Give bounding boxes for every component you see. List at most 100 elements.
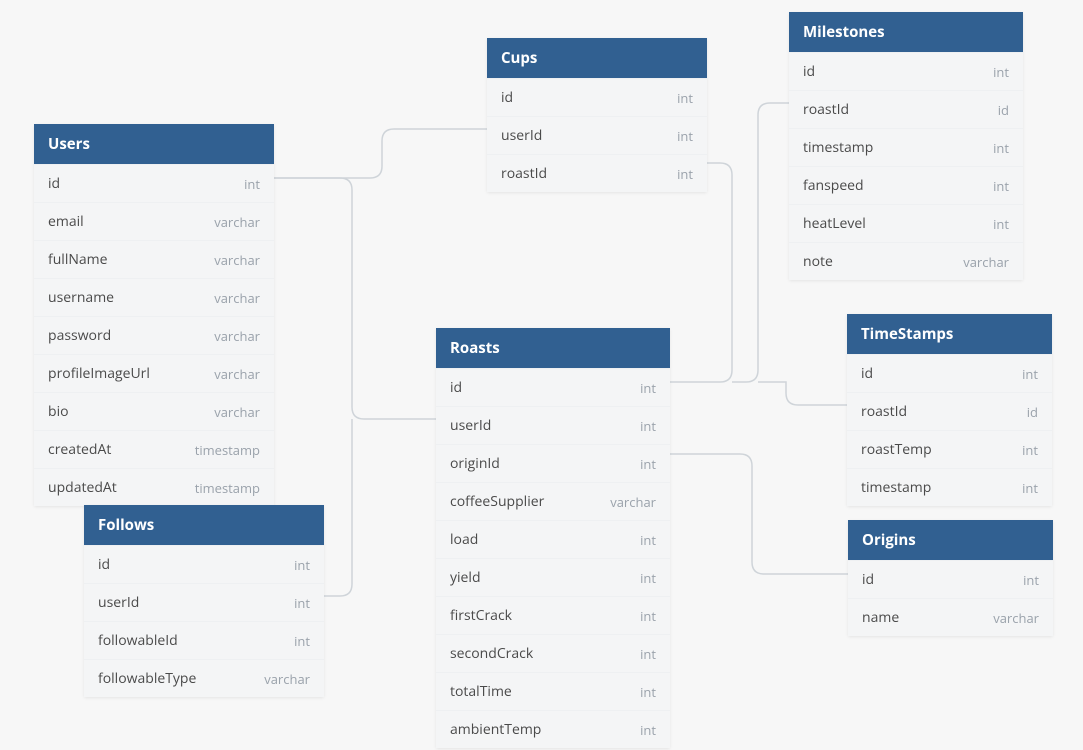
column-name: email (48, 212, 84, 231)
table-row[interactable]: idint (848, 560, 1053, 598)
edge (670, 163, 732, 382)
table-users[interactable]: UsersidintemailvarcharfullNamevarcharuse… (34, 124, 274, 506)
column-name: id (48, 174, 60, 193)
table-header[interactable]: Origins (848, 520, 1053, 560)
table-follows[interactable]: Followsidint userId int followableIdintfoll… (84, 505, 324, 697)
column-type: int (1022, 441, 1038, 459)
column-type: int (677, 89, 693, 107)
column-name: username (48, 288, 114, 307)
column-type: int (993, 177, 1009, 195)
table-row[interactable]: followableTypevarchar (84, 659, 324, 697)
table-row[interactable]: ambientTempint (436, 710, 670, 748)
table-row[interactable]: password varchar (34, 316, 274, 354)
table-row[interactable]: roastIdid (789, 90, 1023, 128)
table-row[interactable]: load int (436, 520, 670, 558)
column-type: varchar (610, 493, 656, 511)
table-row[interactable]: usernamevarchar (34, 278, 274, 316)
table-timestamps[interactable]: TimeStampsidintroastIdid roastTemp int time… (847, 314, 1052, 506)
column-type: varchar (214, 327, 260, 345)
table-row[interactable]: originIdint (436, 444, 670, 482)
table-row[interactable]: roastIdint (487, 154, 707, 192)
table-header[interactable]: Cups (487, 38, 707, 78)
column-name: load (450, 530, 478, 549)
table-header[interactable]: TimeStamps (847, 314, 1052, 354)
table-row[interactable]: timestampint (789, 128, 1023, 166)
table-row[interactable]: emailvarchar (34, 202, 274, 240)
table-row[interactable]: biovarchar (34, 392, 274, 430)
table-row[interactable]: createdAt timestamp (34, 430, 274, 468)
table-row[interactable]: roastIdid (847, 392, 1052, 430)
column-type: int (677, 127, 693, 145)
table-row[interactable]: roastTemp int (847, 430, 1052, 468)
column-type: int (640, 531, 656, 549)
column-name: fullName (48, 250, 108, 269)
table-row[interactable]: idint (789, 52, 1023, 90)
column-name: roastTemp (861, 440, 932, 459)
column-type: int (294, 556, 310, 574)
table-row[interactable]: timestampint (847, 468, 1052, 506)
column-type: varchar (214, 365, 260, 383)
column-type: int (640, 683, 656, 701)
table-row[interactable]: firstCrack int (436, 596, 670, 634)
table-row[interactable]: coffeeSupplier varchar (436, 482, 670, 520)
column-name: timestamp (861, 478, 931, 497)
table-row[interactable]: idint (84, 545, 324, 583)
edge (274, 178, 436, 419)
table-row[interactable]: fullName varchar (34, 240, 274, 278)
column-type: varchar (963, 253, 1009, 271)
column-type: int (294, 594, 310, 612)
table-roasts[interactable]: RoastsidintuserIdintoriginIdintcoffeeSup… (436, 328, 670, 748)
table-header[interactable]: Users (34, 124, 274, 164)
table-milestones[interactable]: MilestonesidintroastIdidtimestampintfans… (789, 12, 1023, 280)
column-name: secondCrack (450, 644, 533, 663)
column-name: password (48, 326, 111, 345)
column-type: int (640, 417, 656, 435)
table-row[interactable]: namevarchar (848, 598, 1053, 636)
column-type: timestamp (195, 441, 260, 459)
table-row[interactable]: updatedAttimestamp (34, 468, 274, 506)
table-row[interactable]: heatLevel int (789, 204, 1023, 242)
table-header[interactable]: Follows (84, 505, 324, 545)
column-name: userId (98, 593, 139, 612)
column-name: createdAt (48, 440, 111, 459)
column-name: note (803, 252, 833, 271)
table-row[interactable]: profileImageUrlvarchar (34, 354, 274, 392)
table-row[interactable]: idint (436, 368, 670, 406)
table-row[interactable]: userIdint (487, 116, 707, 154)
column-name: timestamp (803, 138, 873, 157)
table-row[interactable]: secondCrackint (436, 634, 670, 672)
table-header[interactable]: Milestones (789, 12, 1023, 52)
column-type: int (993, 215, 1009, 233)
table-origins[interactable]: Originsidintnamevarchar (848, 520, 1053, 636)
table-row[interactable]: totalTimeint (436, 672, 670, 710)
table-row[interactable]: userId int (84, 583, 324, 621)
column-name: firstCrack (450, 606, 512, 625)
column-name: id (862, 570, 874, 589)
table-row[interactable]: fanspeedint (789, 166, 1023, 204)
column-name: roastId (803, 100, 849, 119)
table-row[interactable]: yield int (436, 558, 670, 596)
column-type: varchar (214, 251, 260, 269)
column-type: varchar (264, 670, 310, 688)
table-row[interactable]: id int (34, 164, 274, 202)
table-row[interactable]: idint (487, 78, 707, 116)
table-row[interactable]: idint (847, 354, 1052, 392)
column-type: int (993, 63, 1009, 81)
column-type: int (640, 721, 656, 739)
er-diagram-canvas: UsersidintemailvarcharfullNamevarcharuse… (0, 0, 1083, 750)
column-type: int (640, 569, 656, 587)
column-type: int (677, 165, 693, 183)
column-type: int (1022, 365, 1038, 383)
column-name: bio (48, 402, 69, 421)
table-header[interactable]: Roasts (436, 328, 670, 368)
column-name: coffeeSupplier (450, 492, 544, 511)
column-type: int (244, 175, 260, 193)
column-name: roastId (861, 402, 907, 421)
table-row[interactable]: followableIdint (84, 621, 324, 659)
column-name: yield (450, 568, 481, 587)
table-cups[interactable]: CupsidintuserIdintroastIdint (487, 38, 707, 192)
column-type: int (640, 607, 656, 625)
table-row[interactable]: note varchar (789, 242, 1023, 280)
column-name: heatLevel (803, 214, 866, 233)
table-row[interactable]: userIdint (436, 406, 670, 444)
